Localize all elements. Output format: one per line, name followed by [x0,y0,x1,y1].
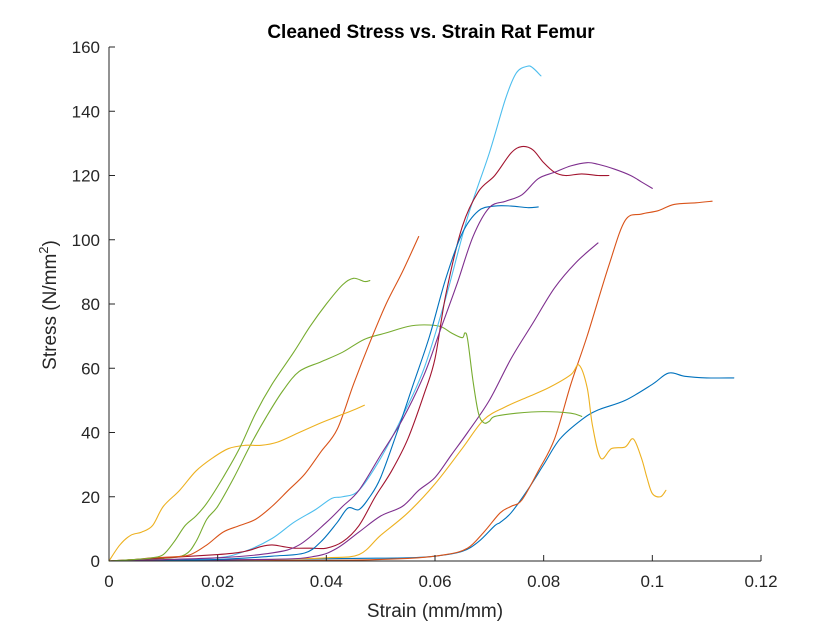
series-line-7 [108,145,610,562]
x-tick-label: 0.1 [641,572,665,591]
y-axis-ticks: 0 20 40 60 80 100 120 140 160 [72,38,115,571]
plot-area [108,65,735,562]
y-tick-label: 80 [81,295,100,314]
x-axis-label: Strain (mm/mm) [367,601,503,622]
y-axis-label-superscript: 2 [36,246,51,253]
x-axis-ticks: 0 0.02 0.04 0.06 0.08 0.1 0.12 [104,555,778,591]
y-tick-label: 140 [72,102,100,121]
y-tick-label: 160 [72,38,100,57]
series-line-12 [108,277,371,562]
series-line-3 [108,364,667,562]
y-axis-label-main: Stress (N/mm [40,254,61,370]
series-line-8 [108,205,539,562]
y-tick-label: 120 [72,167,100,186]
series-line-4 [108,242,599,562]
series-line-6 [108,65,542,562]
y-axis-label: Stress (N/mm2) [36,240,61,370]
x-tick-label: 0 [104,572,113,591]
y-tick-label: 20 [81,488,100,507]
series-line-2 [108,200,713,562]
chart-title: Cleaned Stress vs. Strain Rat Femur [267,22,595,43]
series-line-1 [108,372,735,562]
y-tick-label: 40 [81,424,100,443]
x-tick-label: 0.04 [310,572,343,591]
y-tick-label: 60 [81,359,100,378]
y-tick-label: 100 [72,231,100,250]
y-axis-label-close: ) [40,240,61,246]
series-line-11 [108,162,653,562]
x-tick-label: 0.08 [527,572,560,591]
x-tick-label: 0.02 [201,572,234,591]
y-tick-label: 0 [91,552,100,571]
series-line-9 [108,235,420,562]
series-line-10 [108,404,365,562]
x-tick-label: 0.06 [418,572,451,591]
x-tick-label: 0.12 [744,572,777,591]
series-line-5 [108,324,583,562]
